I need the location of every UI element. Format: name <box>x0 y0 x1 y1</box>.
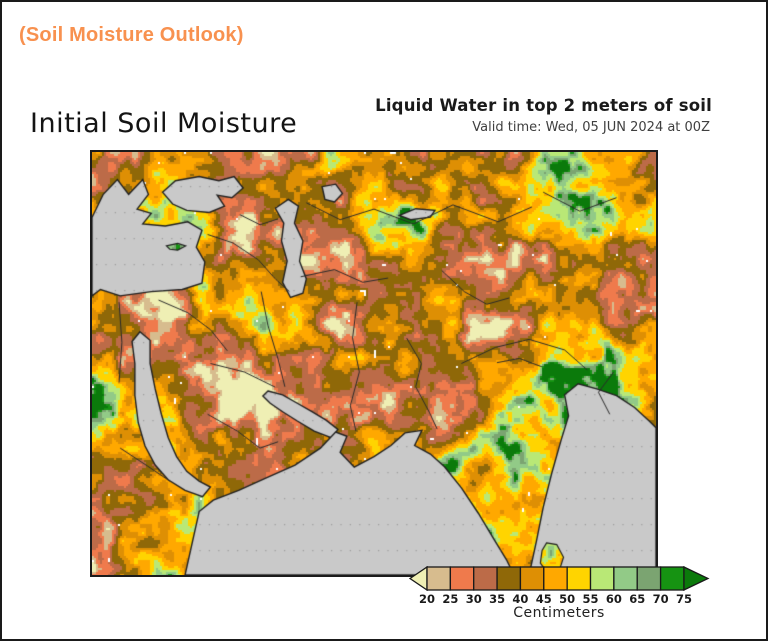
colorbar-cell <box>566 566 592 591</box>
soil-moisture-map <box>92 152 656 575</box>
colorbar-scale <box>408 566 710 591</box>
colorbar-cell <box>636 566 662 591</box>
figure-valid-time: Valid time: Wed, 05 JUN 2024 at 00Z <box>472 120 710 135</box>
colorbar-cell <box>543 566 568 591</box>
colorbar-cell <box>659 566 685 591</box>
colorbar-unit-label: Centimeters <box>513 605 605 621</box>
colorbar-tick-label: 25 <box>442 592 459 606</box>
colorbar-tick-label: 30 <box>465 592 482 606</box>
colorbar-over-arrow <box>683 566 710 591</box>
colorbar-tick-label: 45 <box>535 592 552 606</box>
colorbar-tick-label: 75 <box>675 592 692 606</box>
colorbar-under-arrow <box>408 566 428 591</box>
colorbar-tick-label: 20 <box>418 592 436 606</box>
colorbar-tick-label: 65 <box>629 592 646 606</box>
colorbar-tick-label: 40 <box>512 592 529 606</box>
colorbar-cell <box>449 566 475 591</box>
colorbar: 20 25 30 35 40 45 50 55 60 65 70 75 Centimeters <box>408 566 710 626</box>
colorbar-tick-label: 35 <box>489 592 506 606</box>
map-panel <box>90 150 658 577</box>
colorbar-ticks: 20 25 30 35 40 45 50 55 60 65 70 75 <box>408 592 710 606</box>
colorbar-cell <box>473 566 498 591</box>
colorbar-tick-label: 55 <box>582 592 599 606</box>
colorbar-tick-label: 60 <box>605 592 622 606</box>
colorbar-cell <box>496 566 522 591</box>
figure-subtitle: Liquid Water in top 2 meters of soil <box>375 96 712 115</box>
colorbar-cell <box>589 566 615 591</box>
figure-title: Initial Soil Moisture <box>30 108 298 139</box>
colorbar-cell <box>519 566 545 591</box>
colorbar-tick-label: 70 <box>652 592 669 606</box>
page-title: (Soil Moisture Outlook) <box>19 24 244 46</box>
colorbar-cell <box>426 566 452 591</box>
colorbar-tick-label: 50 <box>559 592 576 606</box>
colorbar-cell <box>613 566 638 591</box>
